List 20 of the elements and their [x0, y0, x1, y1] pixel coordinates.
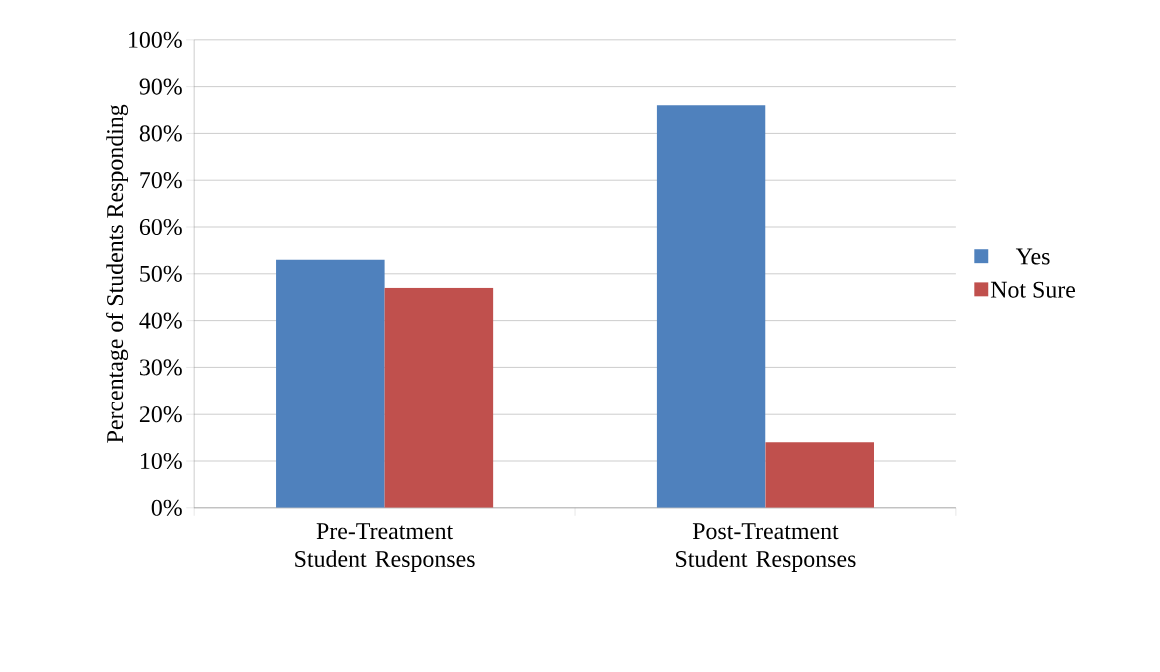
legend-label: Yes [1015, 248, 1050, 265]
y-tick-label: 70% [140, 172, 182, 189]
y-tick-label: 10% [140, 452, 182, 470]
y-axis-title: Percentage of Students Responding [106, 104, 129, 443]
x-tick-label: Pre-Treatment Student Responses [295, 523, 475, 572]
bar [384, 287, 494, 508]
bar [765, 442, 874, 508]
y-tick-label: 30% [140, 359, 182, 376]
y-tick-label: 60% [139, 218, 182, 236]
y-tick-label: 100% [129, 31, 182, 48]
legend-label: Not Sure [990, 281, 1076, 298]
y-tick-label: 0% [151, 499, 182, 516]
y-tick-label: 40% [139, 312, 182, 329]
y-tick-label: 80% [139, 125, 182, 142]
y-tick-label: 20% [139, 406, 182, 423]
bar [656, 105, 766, 508]
y-tick-label: 90% [139, 78, 182, 95]
y-tick-label: 50% [140, 265, 182, 282]
x-tick-label: Post-Treatment Student Responses [676, 523, 856, 572]
bar [276, 259, 385, 508]
